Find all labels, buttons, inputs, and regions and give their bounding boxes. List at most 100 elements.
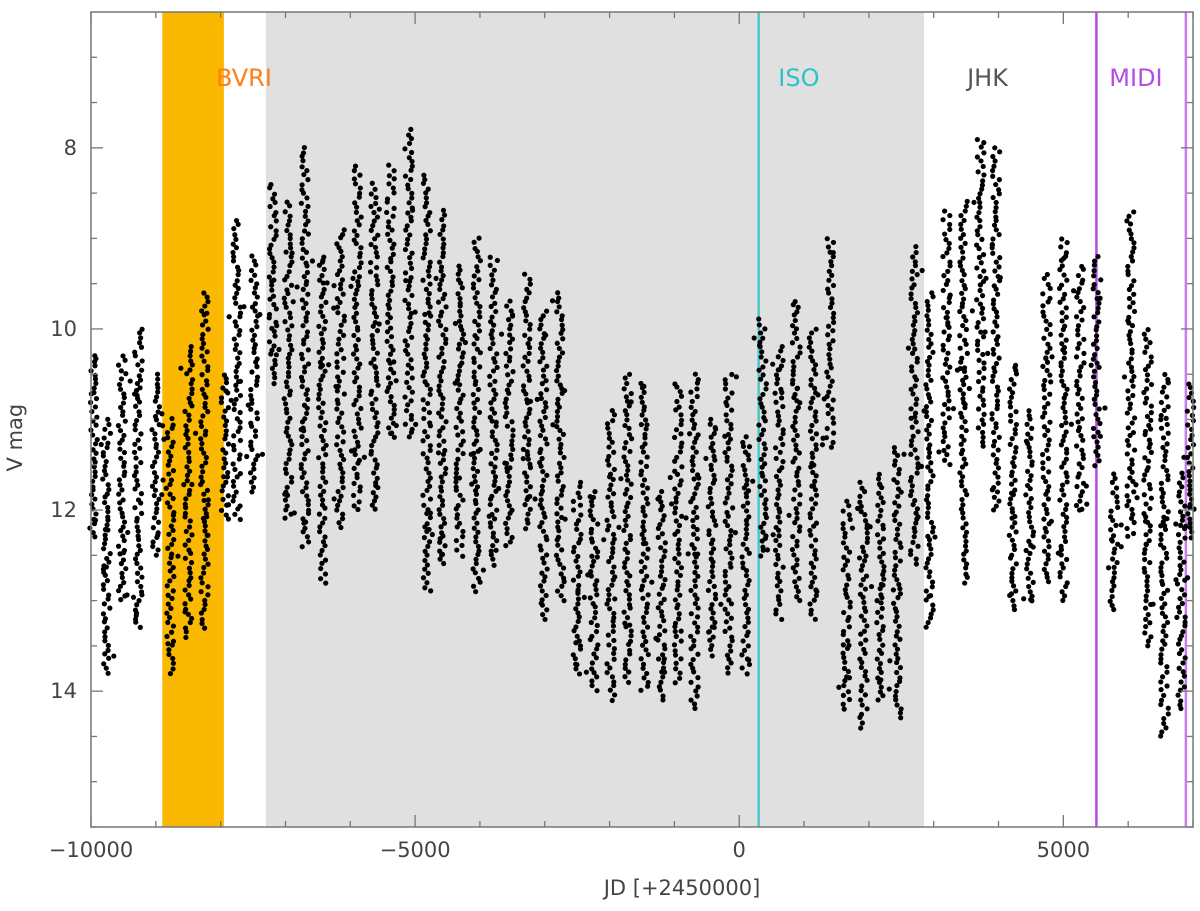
data-point [1064, 556, 1070, 563]
data-point [1162, 457, 1168, 464]
data-point [722, 568, 728, 575]
data-point [353, 310, 360, 316]
data-point [1159, 729, 1165, 735]
data-point [1044, 326, 1050, 333]
data-point [1081, 305, 1087, 311]
data-point [678, 628, 684, 634]
data-point [707, 637, 713, 643]
data-point [1041, 516, 1047, 522]
data-point [408, 429, 415, 435]
data-point [622, 445, 628, 451]
data-point [1095, 310, 1101, 316]
data-point [588, 498, 595, 505]
data-point [1148, 359, 1154, 365]
data-point [422, 524, 428, 530]
data-point [990, 373, 996, 379]
data-point [90, 530, 96, 536]
data-point [351, 402, 357, 408]
data-point [425, 322, 432, 328]
data-point [810, 506, 816, 512]
data-point [1080, 266, 1086, 272]
data-point [477, 304, 483, 310]
data-point [1164, 441, 1170, 447]
data-point [858, 613, 864, 619]
data-point [387, 315, 394, 321]
data-point [1184, 408, 1190, 414]
data-point [437, 511, 443, 517]
data-point [459, 336, 465, 342]
data-point [794, 543, 800, 549]
data-point [640, 540, 647, 547]
data-point [183, 496, 189, 502]
data-point [252, 272, 258, 278]
data-point [490, 534, 496, 540]
data-point [575, 596, 582, 602]
data-point [722, 386, 728, 392]
data-point [830, 415, 836, 421]
data-point [170, 655, 176, 662]
data-point [1041, 502, 1047, 508]
data-point [690, 523, 696, 530]
data-point [203, 454, 209, 461]
data-point [857, 479, 863, 485]
data-point [661, 618, 667, 624]
data-point [474, 264, 480, 270]
data-point [537, 543, 543, 549]
data-point [1185, 511, 1191, 517]
data-point [454, 515, 460, 521]
data-point [334, 507, 340, 513]
data-point [640, 614, 647, 621]
data-point [874, 620, 880, 626]
data-point [671, 434, 678, 441]
data-point [351, 296, 358, 302]
data-point [522, 502, 528, 508]
data-point [609, 439, 615, 445]
data-point [255, 453, 261, 459]
data-point [271, 259, 277, 265]
data-point [690, 517, 696, 524]
data-point [420, 492, 426, 498]
data-point [119, 574, 125, 581]
data-point [235, 285, 241, 291]
data-point [1021, 596, 1027, 602]
data-point [606, 444, 612, 450]
data-point [595, 549, 601, 555]
data-point [627, 448, 633, 455]
data-point [644, 683, 651, 689]
data-point [116, 477, 123, 483]
data-point [1144, 574, 1151, 580]
data-point [420, 373, 426, 379]
data-point [759, 464, 765, 470]
data-point [940, 253, 946, 260]
data-point [93, 395, 100, 402]
data-point [440, 207, 447, 213]
data-point [149, 463, 156, 469]
data-point [273, 352, 279, 358]
data-point [793, 505, 799, 512]
data-point [1141, 492, 1147, 498]
data-point [386, 219, 392, 225]
data-point [678, 638, 684, 644]
data-point [184, 472, 191, 478]
data-point [470, 391, 476, 398]
data-point [993, 199, 999, 206]
data-point [858, 664, 864, 671]
data-point [593, 628, 600, 635]
data-point [472, 570, 478, 576]
data-point [859, 683, 865, 689]
data-point [304, 405, 310, 411]
data-point [792, 317, 798, 324]
data-point [1145, 643, 1151, 649]
data-point [374, 264, 380, 271]
data-point [728, 648, 734, 654]
data-point [989, 487, 996, 493]
data-point [594, 554, 600, 560]
data-point [726, 656, 732, 662]
data-point [557, 561, 563, 567]
data-point [990, 329, 996, 335]
data-point [268, 351, 274, 357]
x-tick-label: 0 [733, 838, 746, 862]
data-point [504, 526, 510, 532]
data-point [1009, 481, 1015, 487]
data-point [725, 513, 731, 519]
